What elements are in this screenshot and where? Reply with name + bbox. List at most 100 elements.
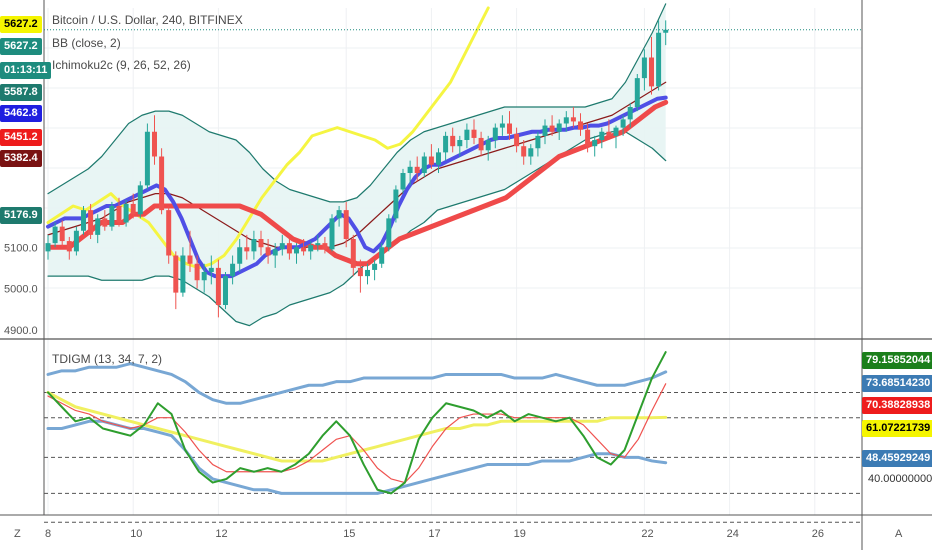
candle-body [428, 156, 434, 165]
kijun-line [45, 99, 669, 267]
candle-body [393, 189, 399, 219]
price-tick-label: 5000.0 [4, 284, 38, 296]
symbol-title: Bitcoin / U.S. Dollar, 240, BITFINEX [52, 13, 243, 27]
candle-body [230, 263, 236, 277]
ichimoku-indicator-label: Ichimoku2c (9, 26, 52, 26) [52, 58, 191, 72]
candle-body [144, 131, 150, 186]
candle-body [556, 123, 562, 132]
candle-body [109, 206, 115, 227]
candle-body [357, 267, 363, 277]
candle-body [585, 129, 591, 147]
date-tick-label: 24 [727, 528, 739, 540]
candle-body [322, 243, 328, 250]
candle-body [258, 239, 264, 248]
osc-red-line [47, 383, 667, 484]
candle-body [514, 133, 520, 147]
bb-indicator-label: BB (close, 2) [52, 36, 121, 50]
candle-body [173, 255, 179, 293]
candle-body [400, 173, 406, 190]
bb-fill [48, 3, 666, 326]
price-badge: 5462.8 [0, 105, 42, 122]
candle-body [620, 119, 626, 128]
osc-value-badge: 48.45929249 [862, 450, 932, 467]
date-tick-label: 15 [343, 528, 355, 540]
corner-right-label: A [895, 528, 903, 540]
candle-body [443, 135, 449, 153]
candle-body [52, 226, 58, 244]
price-badge: 5587.8 [0, 84, 42, 101]
candle-body [159, 156, 165, 211]
candle-body [286, 243, 292, 254]
candle-body [478, 137, 484, 151]
candle-body [59, 226, 65, 242]
candle-body [180, 255, 186, 293]
candle-body [507, 123, 512, 134]
candle-body [414, 166, 420, 173]
candle-body [130, 203, 136, 215]
candle-body [578, 121, 583, 130]
candle-body [201, 272, 207, 281]
candle-body [528, 148, 534, 157]
candle-body [88, 210, 94, 235]
candle-body [152, 131, 157, 157]
corner-left-label: Z [14, 528, 21, 540]
price-tick-label: 4900.0 [4, 325, 38, 337]
candle-body [73, 230, 79, 252]
candle-body [457, 140, 463, 147]
osc-green-line [47, 351, 667, 495]
candle-body [372, 263, 378, 270]
candle-body [464, 129, 470, 140]
candle-body [315, 243, 321, 246]
bb-legend[interactable]: BB (close, 2) [52, 36, 121, 50]
candle-body [272, 249, 278, 256]
price-badge: 01:13:11 [0, 62, 52, 79]
candle-body [329, 218, 335, 250]
candle-body [613, 127, 619, 136]
candle-body [599, 131, 605, 140]
candle-body [244, 247, 250, 252]
candle-body [627, 107, 633, 120]
candle-body [308, 245, 314, 252]
candle-body [592, 140, 598, 147]
price-badge: 5451.2 [0, 129, 42, 146]
candle-body [187, 255, 193, 264]
candle-body [421, 156, 427, 173]
candle-body [436, 152, 441, 165]
candle-body [343, 210, 349, 239]
date-tick-label: 17 [428, 528, 440, 540]
candle-body [223, 276, 228, 305]
candle-body [215, 267, 221, 305]
candle-body [66, 241, 72, 252]
candle-body [265, 247, 271, 256]
osc-value-badge: 79.15852044 [862, 352, 932, 369]
candle-body [116, 206, 122, 223]
candle-body [570, 117, 576, 122]
price-badge: 5627.2 [0, 38, 42, 55]
candle-body [485, 140, 491, 151]
candle-body [279, 243, 285, 250]
ichimoku-legend[interactable]: Ichimoku2c (9, 26, 52, 26) [52, 58, 191, 72]
candle-body [649, 57, 654, 87]
candle-body [542, 125, 548, 136]
date-tick-label: 10 [130, 528, 142, 540]
candle-body [365, 269, 370, 277]
candle-body [237, 247, 243, 264]
date-tick-label: 26 [812, 528, 824, 540]
candle-body [407, 166, 413, 173]
candle-body [606, 131, 612, 136]
candle-body [301, 247, 307, 252]
candle-body [251, 239, 257, 252]
candle-body [663, 29, 669, 33]
candle-body [102, 218, 108, 227]
osc-legend[interactable]: TDIGM (13, 34, 7, 2) [52, 352, 162, 366]
candle-body [492, 127, 498, 140]
candle-body [634, 78, 640, 107]
price-tick-label: 5100.0 [4, 242, 38, 254]
osc-value-badge: 73.68514230 [862, 375, 932, 392]
price-badge: 5382.4 [0, 150, 42, 167]
tenkan-line [46, 95, 668, 279]
candle-body [471, 129, 477, 138]
candle-body [45, 243, 51, 252]
candle-body [379, 247, 385, 264]
